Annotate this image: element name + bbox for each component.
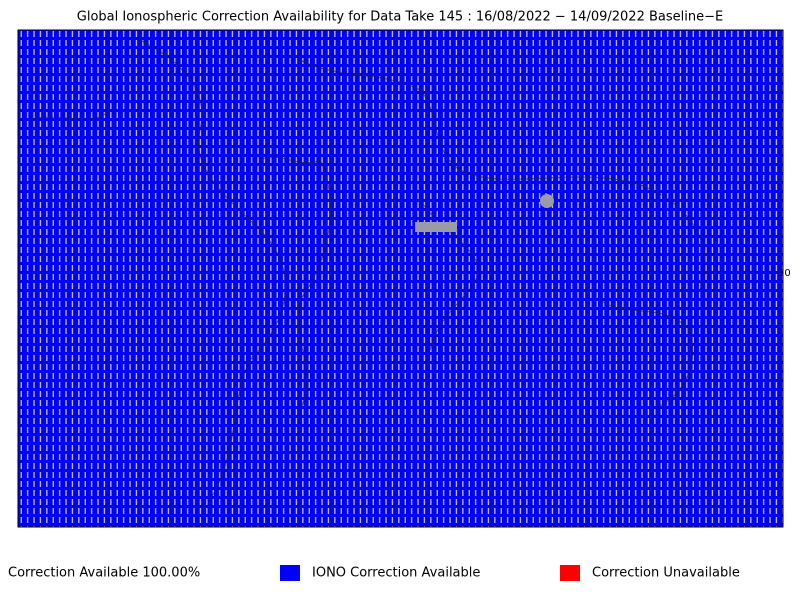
legend-label: IONO Correction Available xyxy=(312,566,480,581)
legend-label: Correction Unavailable xyxy=(592,566,740,581)
legend-swatch xyxy=(560,565,580,581)
summary: Correction Available 100.00% xyxy=(8,566,200,581)
coastlines xyxy=(29,39,706,501)
legend-swatch xyxy=(280,565,300,581)
land-patch xyxy=(540,194,554,208)
map-title: Global Ionospheric Correction Availabili… xyxy=(77,10,723,25)
legend: IONO Correction Available Correction Unav… xyxy=(280,565,740,581)
edge-label: 30 xyxy=(778,268,791,279)
land-patch xyxy=(415,222,457,232)
coverage-map xyxy=(17,29,784,528)
